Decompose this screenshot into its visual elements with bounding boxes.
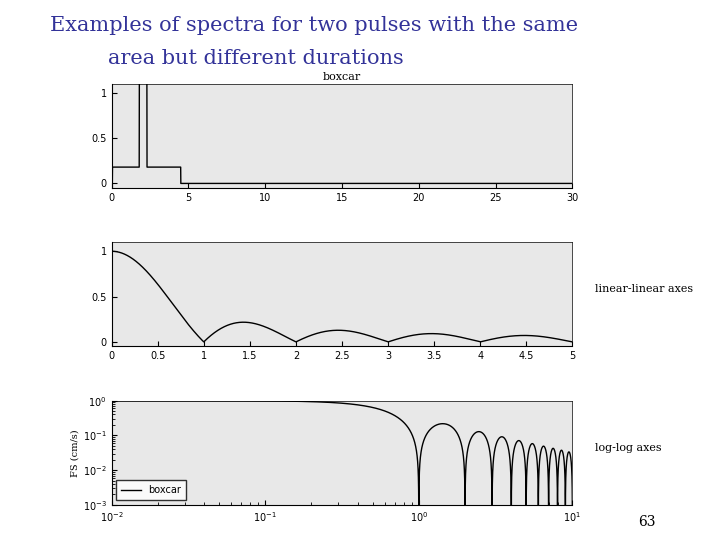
- Text: Examples of spectra for two pulses with the same: Examples of spectra for two pulses with …: [50, 16, 579, 35]
- Text: area but different durations: area but different durations: [108, 49, 404, 68]
- Text: log-log axes: log-log axes: [595, 443, 662, 453]
- Legend: boxcar: boxcar: [117, 480, 186, 500]
- Text: 63: 63: [638, 515, 655, 529]
- Y-axis label: FS (cm/s): FS (cm/s): [71, 429, 80, 477]
- Title: boxcar: boxcar: [323, 71, 361, 82]
- Text: linear-linear axes: linear-linear axes: [595, 284, 693, 294]
